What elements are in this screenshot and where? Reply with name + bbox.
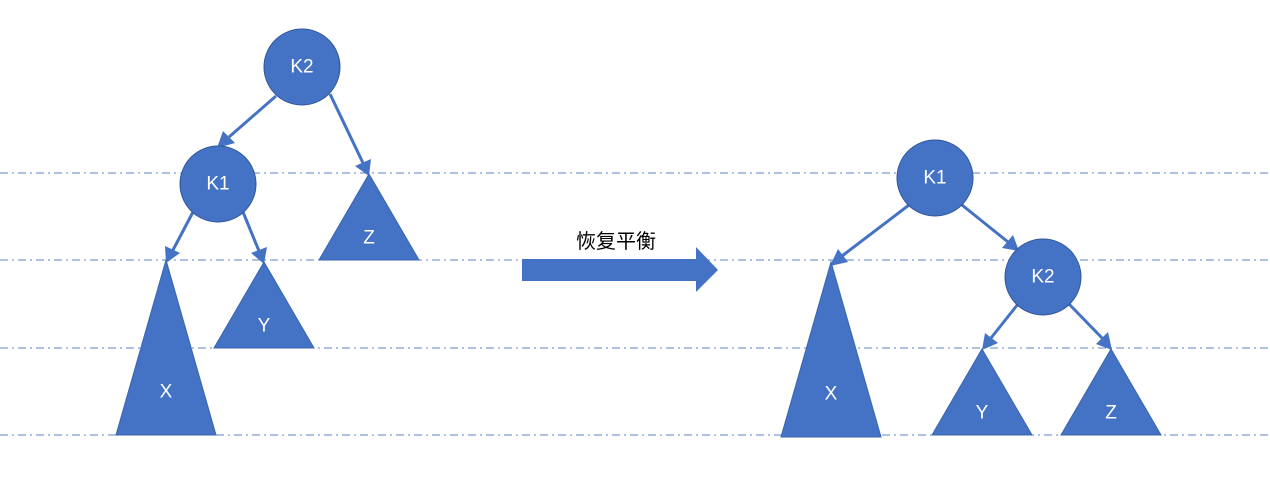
- subtree-x-after: X: [780, 260, 882, 438]
- node-k1-after-label: K1: [923, 168, 946, 189]
- subtree-y-label: Y: [258, 316, 271, 337]
- node-k2: K2: [263, 28, 341, 106]
- subtree-y: Y: [213, 261, 315, 349]
- transition: 恢复平衡: [522, 229, 718, 292]
- subtree-z-after: Z: [1060, 348, 1162, 436]
- edge-k2-z-after: [1067, 302, 1112, 350]
- edge-k1-y: [241, 211, 267, 264]
- transition-arrow: [522, 247, 718, 292]
- edge-k1-x: [165, 211, 195, 263]
- edge-k2-z: [328, 93, 371, 176]
- subtree-y-after-label: Y: [976, 403, 989, 424]
- node-k2-label: K2: [290, 57, 313, 78]
- subtree-y-after: Y: [931, 348, 1033, 436]
- edge-k1-k2-after: [961, 203, 1019, 251]
- node-k1: K1: [179, 145, 257, 223]
- subtree-x-after-label: X: [825, 384, 838, 405]
- node-k1-label: K1: [206, 174, 229, 195]
- node-k2-after-label: K2: [1031, 267, 1054, 288]
- node-k1-after: K1: [896, 139, 974, 217]
- edge-k1-x-after: [830, 203, 910, 266]
- node-k2-after: K2: [1004, 238, 1082, 316]
- subtree-x-label: X: [160, 382, 173, 403]
- subtree-z-label: Z: [363, 228, 375, 249]
- tree-before: X Y Z K2 K1: [115, 28, 420, 436]
- subtree-x: X: [115, 258, 217, 436]
- tree-after: X Y Z K1 K2: [780, 139, 1162, 438]
- edge-k2-y-after: [982, 303, 1020, 350]
- subtree-z: Z: [318, 173, 420, 261]
- edge-k2-k1: [217, 94, 277, 148]
- transition-caption: 恢复平衡: [576, 229, 656, 253]
- subtree-z-after-label: Z: [1105, 403, 1117, 424]
